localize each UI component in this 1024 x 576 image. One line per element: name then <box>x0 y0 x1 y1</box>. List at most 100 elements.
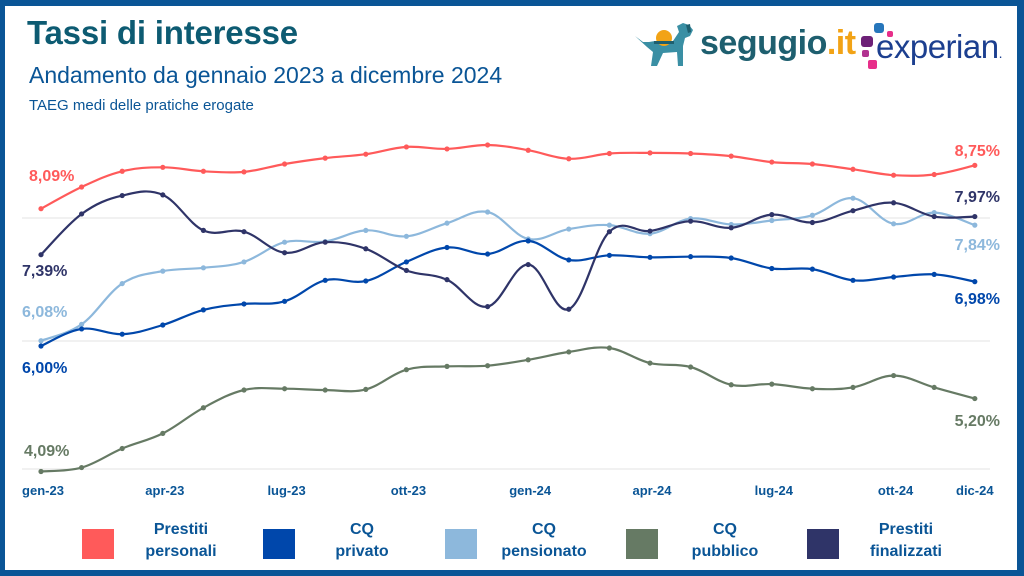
data-point-cq-pubblico[interactable] <box>160 430 166 436</box>
data-point-cq-privato[interactable] <box>119 331 125 337</box>
data-point-prestiti-finalizzati[interactable] <box>79 211 85 217</box>
data-point-cq-pensionato[interactable] <box>79 321 85 327</box>
data-point-cq-privato[interactable] <box>200 307 206 313</box>
data-point-cq-pubblico[interactable] <box>850 384 856 391</box>
data-point-prestiti-personali[interactable] <box>119 168 125 174</box>
data-point-cq-pensionato[interactable] <box>809 212 816 218</box>
data-point-cq-pubblico[interactable] <box>688 364 694 370</box>
data-point-prestiti-finalizzati[interactable] <box>38 252 44 258</box>
data-point-cq-pubblico[interactable] <box>444 363 450 369</box>
data-point-prestiti-personali[interactable] <box>566 156 572 162</box>
data-point-cq-pensionato[interactable] <box>769 217 775 224</box>
data-point-prestiti-personali[interactable] <box>485 142 491 148</box>
data-point-prestiti-finalizzati[interactable] <box>241 229 247 235</box>
data-point-prestiti-personali[interactable] <box>606 150 613 157</box>
data-point-prestiti-personali[interactable] <box>931 171 937 178</box>
data-point-prestiti-personali[interactable] <box>809 161 816 167</box>
data-point-prestiti-finalizzati[interactable] <box>485 303 491 310</box>
data-point-prestiti-personali[interactable] <box>728 153 734 159</box>
data-point-cq-privato[interactable] <box>647 254 653 260</box>
data-point-prestiti-finalizzati[interactable] <box>444 277 450 283</box>
data-point-cq-pubblico[interactable] <box>728 382 734 388</box>
data-point-cq-pubblico[interactable] <box>322 387 328 393</box>
data-point-prestiti-finalizzati[interactable] <box>119 192 125 199</box>
data-point-prestiti-finalizzati[interactable] <box>769 212 775 218</box>
data-point-prestiti-finalizzati[interactable] <box>728 225 734 231</box>
data-point-prestiti-finalizzati[interactable] <box>606 229 613 235</box>
data-point-prestiti-finalizzati[interactable] <box>891 200 897 206</box>
data-point-cq-privato[interactable] <box>241 301 247 307</box>
data-point-cq-pubblico[interactable] <box>241 387 247 393</box>
data-point-cq-pubblico[interactable] <box>647 360 653 366</box>
data-point-cq-privato[interactable] <box>606 252 613 258</box>
data-point-prestiti-personali[interactable] <box>363 151 369 157</box>
data-point-cq-privato[interactable] <box>688 254 694 260</box>
data-point-cq-privato[interactable] <box>38 343 44 349</box>
data-point-cq-pensionato[interactable] <box>160 268 166 274</box>
data-point-prestiti-personali[interactable] <box>322 155 328 161</box>
data-point-cq-privato[interactable] <box>363 278 369 284</box>
data-point-cq-privato[interactable] <box>403 259 409 265</box>
data-point-prestiti-personali[interactable] <box>444 146 450 152</box>
data-point-prestiti-finalizzati[interactable] <box>282 250 288 256</box>
data-point-prestiti-personali[interactable] <box>850 166 856 172</box>
data-point-cq-privato[interactable] <box>444 244 450 251</box>
data-point-prestiti-finalizzati[interactable] <box>688 218 694 224</box>
data-point-cq-pensionato[interactable] <box>850 195 856 201</box>
data-point-cq-privato[interactable] <box>79 326 85 332</box>
data-point-cq-privato[interactable] <box>566 257 572 263</box>
data-point-cq-pubblico[interactable] <box>403 367 409 373</box>
data-point-cq-pensionato[interactable] <box>38 338 44 344</box>
data-point-cq-pensionato[interactable] <box>972 222 978 228</box>
data-point-cq-pubblico[interactable] <box>282 386 288 392</box>
data-point-cq-privato[interactable] <box>282 298 288 304</box>
data-point-cq-pubblico[interactable] <box>931 384 937 391</box>
data-point-prestiti-finalizzati[interactable] <box>972 213 978 220</box>
data-point-cq-pensionato[interactable] <box>444 220 450 226</box>
data-point-cq-pensionato[interactable] <box>485 209 491 215</box>
data-point-cq-privato[interactable] <box>769 265 775 272</box>
data-point-cq-pubblico[interactable] <box>79 464 85 471</box>
data-point-cq-privato[interactable] <box>972 279 978 285</box>
data-point-cq-pensionato[interactable] <box>119 280 125 287</box>
data-point-cq-privato[interactable] <box>485 251 491 257</box>
data-point-cq-pubblico[interactable] <box>769 381 775 387</box>
data-point-cq-pubblico[interactable] <box>525 357 531 363</box>
data-point-prestiti-personali[interactable] <box>160 164 166 170</box>
data-point-cq-privato[interactable] <box>160 322 166 328</box>
data-point-cq-pensionato[interactable] <box>606 222 613 228</box>
data-point-prestiti-personali[interactable] <box>38 206 44 212</box>
data-point-cq-pubblico[interactable] <box>566 349 572 355</box>
data-point-prestiti-finalizzati[interactable] <box>200 227 206 233</box>
data-point-cq-privato[interactable] <box>891 274 897 280</box>
data-point-cq-pubblico[interactable] <box>809 386 816 392</box>
data-point-prestiti-personali[interactable] <box>972 162 978 168</box>
data-point-cq-pensionato[interactable] <box>363 227 369 233</box>
data-point-prestiti-finalizzati[interactable] <box>566 306 572 312</box>
data-point-cq-privato[interactable] <box>728 255 734 261</box>
data-point-cq-pensionato[interactable] <box>241 259 247 265</box>
data-point-prestiti-personali[interactable] <box>525 147 531 153</box>
data-point-prestiti-personali[interactable] <box>282 161 288 167</box>
data-point-prestiti-personali[interactable] <box>647 150 653 156</box>
data-point-prestiti-finalizzati[interactable] <box>322 239 328 245</box>
data-point-prestiti-finalizzati[interactable] <box>931 213 937 220</box>
data-point-cq-privato[interactable] <box>931 271 937 277</box>
data-point-cq-pubblico[interactable] <box>363 386 369 392</box>
data-point-prestiti-finalizzati[interactable] <box>525 261 531 268</box>
data-point-prestiti-personali[interactable] <box>891 172 897 178</box>
data-point-cq-pensionato[interactable] <box>566 226 572 232</box>
data-point-prestiti-finalizzati[interactable] <box>363 246 369 252</box>
data-point-prestiti-personali[interactable] <box>79 184 85 190</box>
data-point-prestiti-finalizzati[interactable] <box>403 267 409 274</box>
data-point-prestiti-personali[interactable] <box>688 150 694 157</box>
data-point-cq-pubblico[interactable] <box>200 405 206 411</box>
data-point-cq-pensionato[interactable] <box>200 265 206 271</box>
data-point-prestiti-finalizzati[interactable] <box>850 208 856 214</box>
data-point-cq-pensionato[interactable] <box>931 210 937 216</box>
data-point-prestiti-finalizzati[interactable] <box>160 192 166 198</box>
data-point-cq-pensionato[interactable] <box>403 233 409 239</box>
data-point-cq-pubblico[interactable] <box>119 445 125 452</box>
data-point-prestiti-personali[interactable] <box>769 159 775 165</box>
data-point-prestiti-personali[interactable] <box>403 144 409 150</box>
